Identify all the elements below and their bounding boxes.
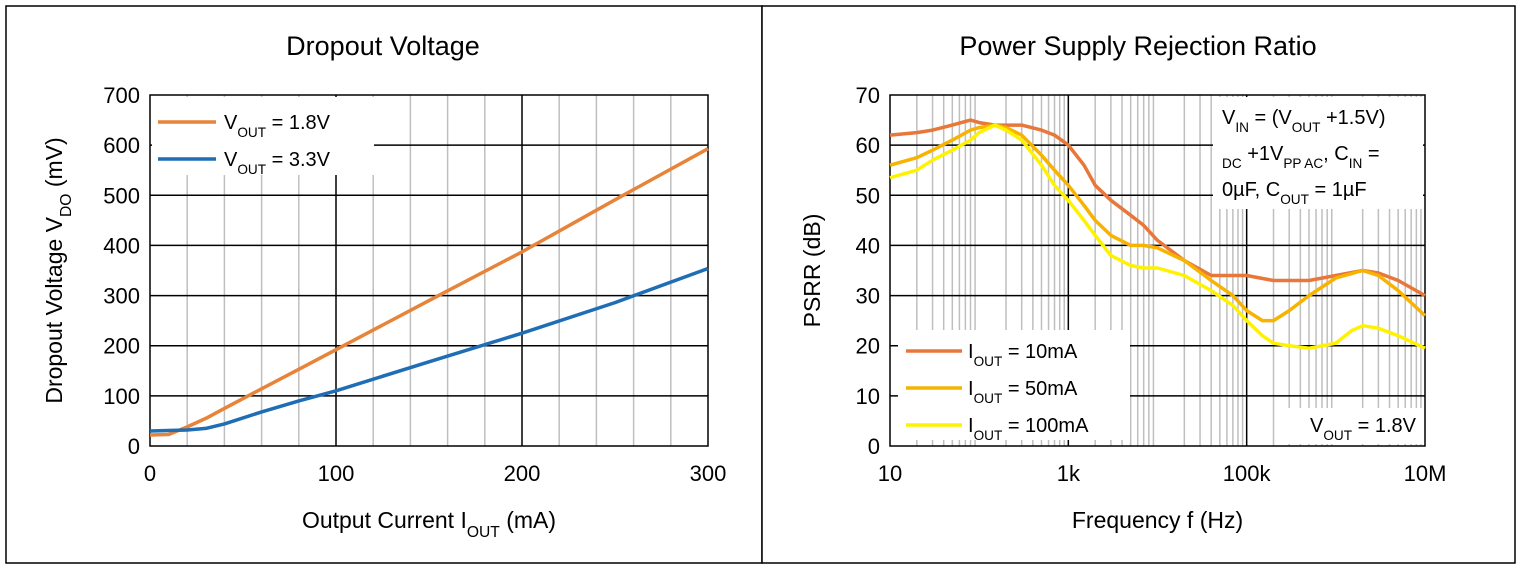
conditions-annotation: DC +1VPP AC, CIN = — [1222, 143, 1380, 171]
x-tick-label: 200 — [504, 461, 541, 486]
dropout-voltage-chart: VOUT = 1.8V VOUT = 3.3V 0 100 200 300 400 500 60… — [41, 31, 726, 541]
vout-annotation: VOUT = 1.8V — [1310, 415, 1417, 443]
y-tick-label: 50 — [856, 183, 880, 208]
y-tick-label: 200 — [103, 334, 140, 359]
y-tick-label: 30 — [856, 284, 880, 309]
y-tick-label: 20 — [856, 334, 880, 359]
left-panel-frame — [5, 5, 763, 564]
x-tick-label: 100 — [318, 461, 355, 486]
x-tick-label: 1k — [1057, 461, 1081, 486]
y-tick-label: 60 — [856, 133, 880, 158]
plot-area-border — [889, 94, 1426, 447]
y-tick-label: 40 — [856, 233, 880, 258]
series-line — [889, 123, 1426, 350]
conditions-annotation: 0µF, COUT = 1µF — [1222, 179, 1367, 207]
series-line — [149, 266, 709, 433]
vout-box — [1282, 408, 1423, 444]
chart-title: Power Supply Rejection Ratio — [959, 31, 1316, 61]
y-tick-label: 300 — [103, 284, 140, 309]
y-axis-title: PSRR (dB) — [799, 214, 825, 328]
chart-title: Dropout Voltage — [286, 31, 480, 61]
x-tick-label: 10M — [1404, 461, 1447, 486]
plot-area-border — [149, 94, 709, 447]
y-tick-label: 0 — [868, 434, 880, 459]
legend-label: IOUT = 100mA — [968, 415, 1089, 443]
x-axis-title: Output Current IOUT (mA) — [302, 507, 556, 541]
x-tick-label: 10 — [878, 461, 902, 486]
y-tick-label: 600 — [103, 133, 140, 158]
series-line — [149, 147, 709, 437]
legend-label: VOUT = 1.8V — [224, 112, 331, 140]
legend-box — [898, 330, 1130, 440]
x-axis-title: Frequency f (Hz) — [1072, 507, 1243, 533]
y-tick-label: 70 — [856, 83, 880, 108]
y-tick-label: 0 — [128, 434, 140, 459]
legend-label: IOUT = 50mA — [968, 378, 1078, 406]
x-tick-label: 100k — [1223, 461, 1272, 486]
y-tick-label: 700 — [103, 83, 140, 108]
legend-label: VOUT = 3.3V — [224, 149, 331, 177]
y-axis-title: Dropout Voltage VDO (mV) — [41, 137, 75, 403]
series-line — [889, 123, 1427, 323]
x-tick-label: 0 — [144, 461, 156, 486]
y-tick-label: 400 — [103, 233, 140, 258]
series-line — [889, 118, 1426, 298]
legend-box — [152, 97, 374, 175]
conditions-box — [1213, 97, 1423, 209]
x-tick-label: 300 — [690, 461, 727, 486]
y-tick-label: 10 — [856, 384, 880, 409]
y-tick-label: 500 — [103, 183, 140, 208]
psrr-chart: IOUT = 10mA IOUT = 50mA IOUT = 100mA VIN = … — [799, 31, 1446, 533]
y-tick-label: 100 — [103, 384, 140, 409]
legend-label: IOUT = 10mA — [968, 341, 1078, 369]
conditions-annotation: VIN = (VOUT +1.5V) — [1222, 107, 1385, 135]
